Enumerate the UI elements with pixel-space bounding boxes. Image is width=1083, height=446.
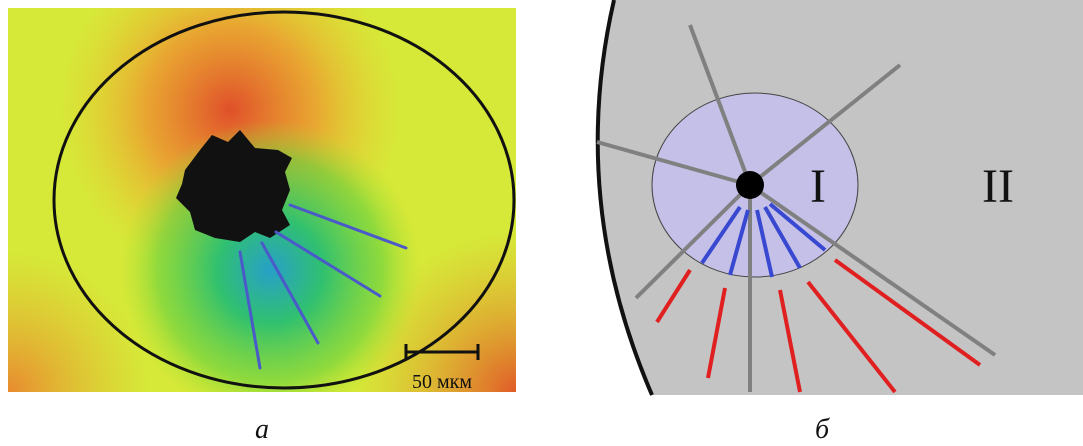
schematic: I II (597, 0, 1083, 395)
figure: 50 мкм а I II (0, 0, 1083, 446)
panel-label: б (815, 414, 830, 445)
region-label: II (982, 160, 1014, 213)
panel-label: а (255, 414, 269, 445)
region-label: I (810, 160, 826, 213)
scale-bar-label: 50 мкм (412, 371, 472, 393)
micrograph: 50 мкм (8, 8, 516, 393)
